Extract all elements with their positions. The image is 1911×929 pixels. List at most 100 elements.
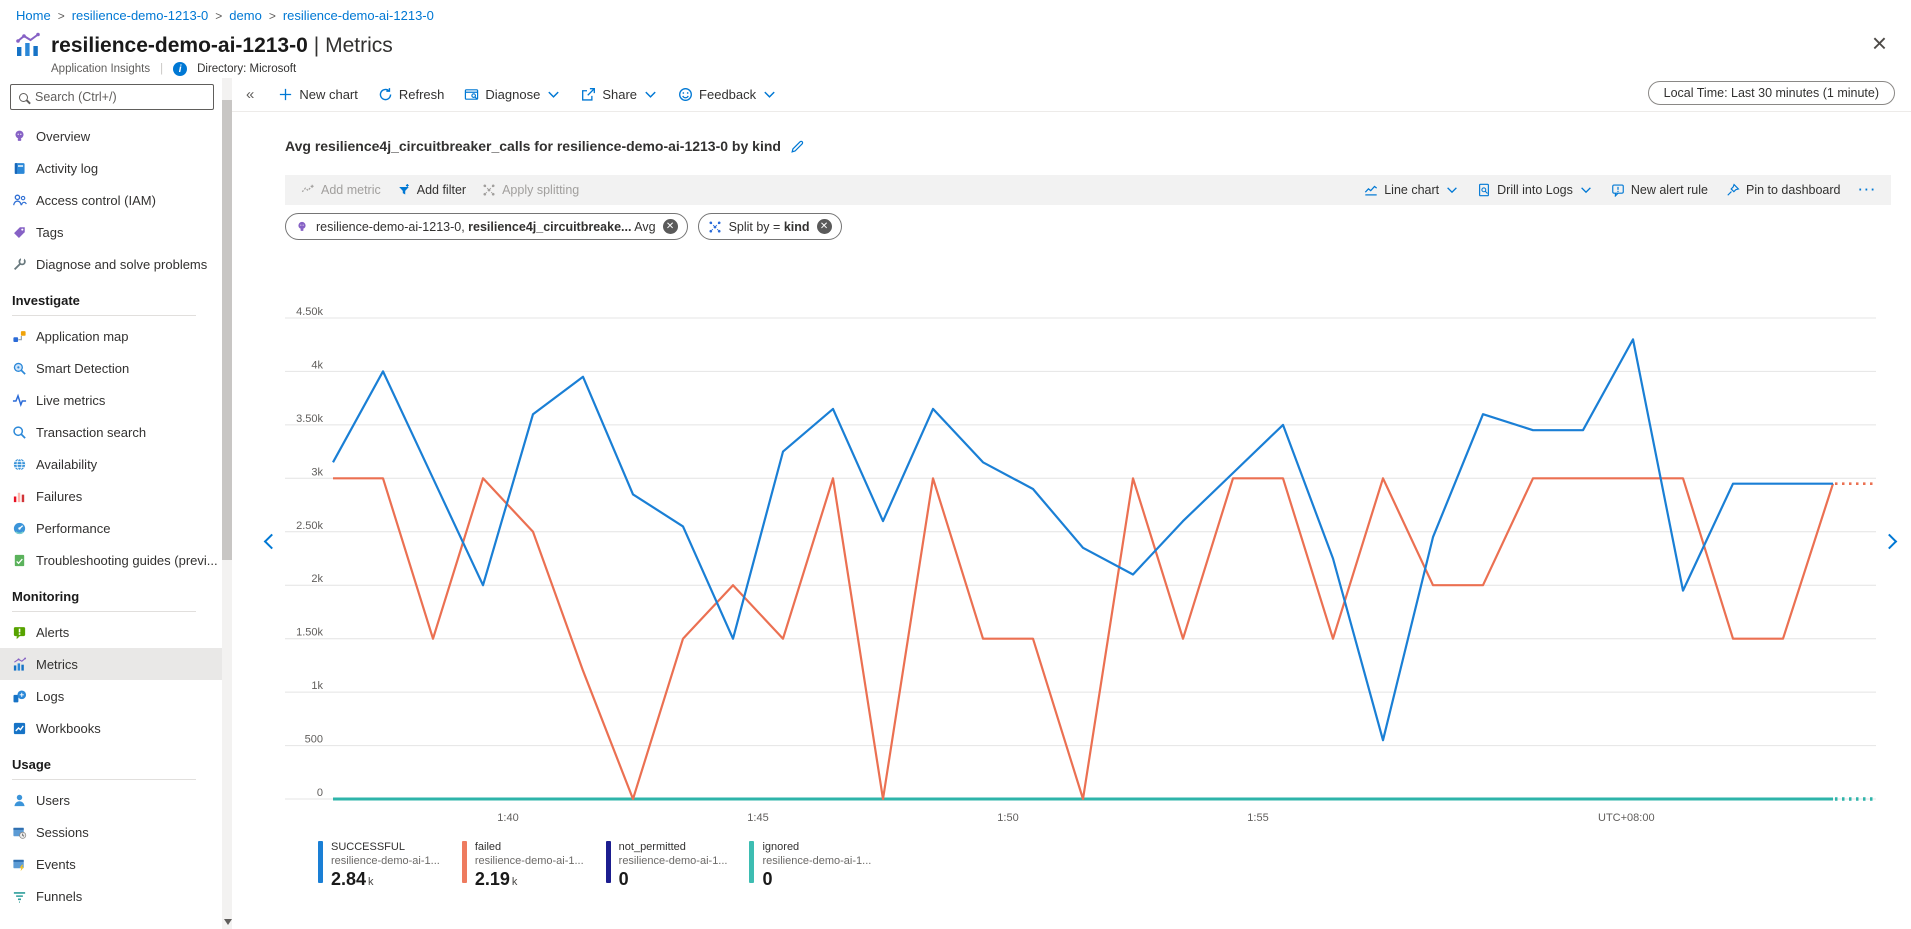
- sidebar-item-events[interactable]: Events: [0, 848, 222, 880]
- globe-icon: [12, 457, 27, 472]
- metrics-icon: [12, 657, 27, 672]
- sidebar-item-logs[interactable]: Logs: [0, 680, 222, 712]
- guide-book-icon: [12, 553, 27, 568]
- application-map-icon: [12, 329, 27, 344]
- funnel-icon: [12, 889, 27, 904]
- svg-text:2k: 2k: [311, 573, 323, 585]
- lightbulb-icon: [12, 129, 27, 144]
- sidebar-item-alerts[interactable]: Alerts: [0, 616, 222, 648]
- new-chart-button[interactable]: New chart: [278, 87, 358, 102]
- svg-text:3k: 3k: [311, 466, 323, 478]
- split-dots-icon: [708, 220, 722, 234]
- carousel-left-icon[interactable]: [263, 533, 280, 550]
- breadcrumb-separator: >: [268, 9, 276, 23]
- sidebar-item-funnels[interactable]: Funnels: [0, 880, 222, 912]
- svg-text:UTC+08:00: UTC+08:00: [1598, 812, 1655, 824]
- zigzag-metric-icon: [301, 183, 315, 197]
- search-input[interactable]: [35, 90, 185, 104]
- sidebar-item-access-control[interactable]: Access control (IAM): [0, 184, 222, 216]
- time-range-picker[interactable]: Local Time: Last 30 minutes (1 minute): [1647, 81, 1895, 105]
- sidebar-item-smart-detection[interactable]: Smart Detection: [0, 352, 222, 384]
- search-icon: [19, 92, 28, 102]
- resource-type-label: Application Insights: [51, 63, 151, 75]
- more-options-button[interactable]: ···: [1858, 183, 1877, 197]
- remove-pill-icon[interactable]: ✕: [662, 219, 678, 234]
- directory-label: Directory: Microsoft: [197, 63, 297, 75]
- edit-pencil-icon[interactable]: [790, 139, 805, 154]
- chevron-down-icon: [643, 87, 658, 102]
- breadcrumb-resource-group[interactable]: resilience-demo-1213-0: [71, 8, 209, 23]
- alert-icon: [12, 625, 27, 640]
- new-alert-rule-button[interactable]: New alert rule: [1611, 183, 1708, 197]
- legend-color-bar: [461, 841, 467, 883]
- sidebar-item-workbooks[interactable]: Workbooks: [0, 712, 222, 744]
- legend-item-ignored[interactable]: ignored resilience-demo-ai-1... 0: [749, 841, 871, 890]
- sidebar-item-live-metrics[interactable]: Live metrics: [0, 384, 222, 416]
- svg-text:1:50: 1:50: [997, 812, 1018, 824]
- sidebar-scrollbar-thumb[interactable]: [222, 100, 232, 560]
- logs-icon: [12, 689, 27, 704]
- refresh-button[interactable]: Refresh: [378, 87, 444, 102]
- legend-item-not-permitted[interactable]: not_permitted resilience-demo-ai-1... 0: [605, 841, 727, 890]
- chart-legend: SUCCESSFUL resilience-demo-ai-1... 2.84 k…: [318, 841, 893, 890]
- diagnose-button[interactable]: Diagnose: [464, 87, 561, 102]
- sidebar-item-overview[interactable]: Overview: [0, 120, 222, 152]
- svg-text:1k: 1k: [311, 680, 323, 692]
- chevron-down-icon: [546, 87, 561, 102]
- sidebar-item-availability[interactable]: Availability: [0, 448, 222, 480]
- sidebar-item-transaction-search[interactable]: Transaction search: [0, 416, 222, 448]
- book-icon: [12, 161, 27, 176]
- sidebar-item-performance[interactable]: Performance: [0, 512, 222, 544]
- sidebar-item-sessions[interactable]: Sessions: [0, 816, 222, 848]
- svg-text:2.50k: 2.50k: [296, 520, 323, 532]
- sidebar-item-activity-log[interactable]: Activity log: [0, 152, 222, 184]
- chevron-down-icon: [762, 87, 777, 102]
- breadcrumb: Home > resilience-demo-1213-0 > demo > resilie…: [16, 8, 434, 23]
- breadcrumb-home[interactable]: Home: [16, 8, 51, 23]
- metrics-line-chart[interactable]: 0 500 1k 1.50k 2k 2.50k 3k 3.50k 4k 4.50k 1:40 1:45…: [280, 248, 1890, 833]
- info-icon: i: [173, 62, 188, 76]
- breadcrumb-current[interactable]: resilience-demo-ai-1213-0: [282, 8, 434, 23]
- share-button[interactable]: Share: [581, 87, 658, 102]
- pin-to-dashboard-button[interactable]: Pin to dashboard: [1726, 183, 1841, 197]
- metric-filter-pill[interactable]: resilience-demo-ai-1213-0, resilience4j_…: [285, 213, 688, 240]
- apply-splitting-button[interactable]: Apply splitting: [482, 183, 579, 197]
- legend-color-bar: [605, 841, 611, 883]
- sidebar-item-metrics[interactable]: Metrics: [0, 648, 222, 680]
- collapse-sidebar-button[interactable]: «: [246, 86, 255, 103]
- chart-title: Avg resilience4j_circuitbreaker_calls fo…: [285, 138, 781, 154]
- add-metric-button[interactable]: Add metric: [301, 183, 381, 197]
- svg-text:500: 500: [305, 734, 323, 746]
- sidebar-item-application-map[interactable]: Application map: [0, 320, 222, 352]
- close-icon[interactable]: ×: [1871, 28, 1887, 58]
- sidebar-item-diagnose[interactable]: Diagnose and solve problems: [0, 248, 222, 280]
- sidebar-item-tags[interactable]: Tags: [0, 216, 222, 248]
- sidebar-search[interactable]: [10, 84, 214, 110]
- chart-type-button[interactable]: Line chart: [1364, 183, 1459, 197]
- legend-item-successful[interactable]: SUCCESSFUL resilience-demo-ai-1... 2.84 k: [318, 841, 440, 890]
- scroll-down-icon[interactable]: [224, 919, 232, 925]
- split-dots-icon: [482, 183, 496, 197]
- breadcrumb-separator: >: [215, 9, 223, 23]
- add-filter-button[interactable]: Add filter: [397, 183, 466, 197]
- svg-text:1:55: 1:55: [1247, 812, 1268, 824]
- breadcrumb-separator: >: [57, 9, 65, 23]
- people-icon: [12, 193, 27, 208]
- sessions-icon: [12, 825, 27, 840]
- sidebar-item-users[interactable]: Users: [0, 784, 222, 816]
- sidebar-item-troubleshooting-guides[interactable]: Troubleshooting guides (previ...: [0, 544, 222, 576]
- svg-text:0: 0: [317, 787, 323, 799]
- legend-item-failed[interactable]: failed resilience-demo-ai-1... 2.19 k: [461, 841, 584, 890]
- sidebar-item-failures[interactable]: Failures: [0, 480, 222, 512]
- magnifier-icon: [12, 425, 27, 440]
- chevron-down-icon: [1445, 183, 1459, 197]
- sidebar: Overview Activity log Access control (IA…: [0, 78, 222, 929]
- split-by-pill[interactable]: Split by = kind ✕: [697, 213, 842, 240]
- breadcrumb-demo[interactable]: demo: [229, 8, 262, 23]
- remove-pill-icon[interactable]: ✕: [816, 219, 832, 234]
- pin-icon: [1726, 183, 1740, 197]
- feedback-button[interactable]: Feedback: [678, 87, 777, 102]
- drill-into-logs-button[interactable]: Drill into Logs: [1477, 183, 1593, 197]
- failure-bars-icon: [12, 489, 27, 504]
- diagnose-window-icon: [464, 87, 479, 102]
